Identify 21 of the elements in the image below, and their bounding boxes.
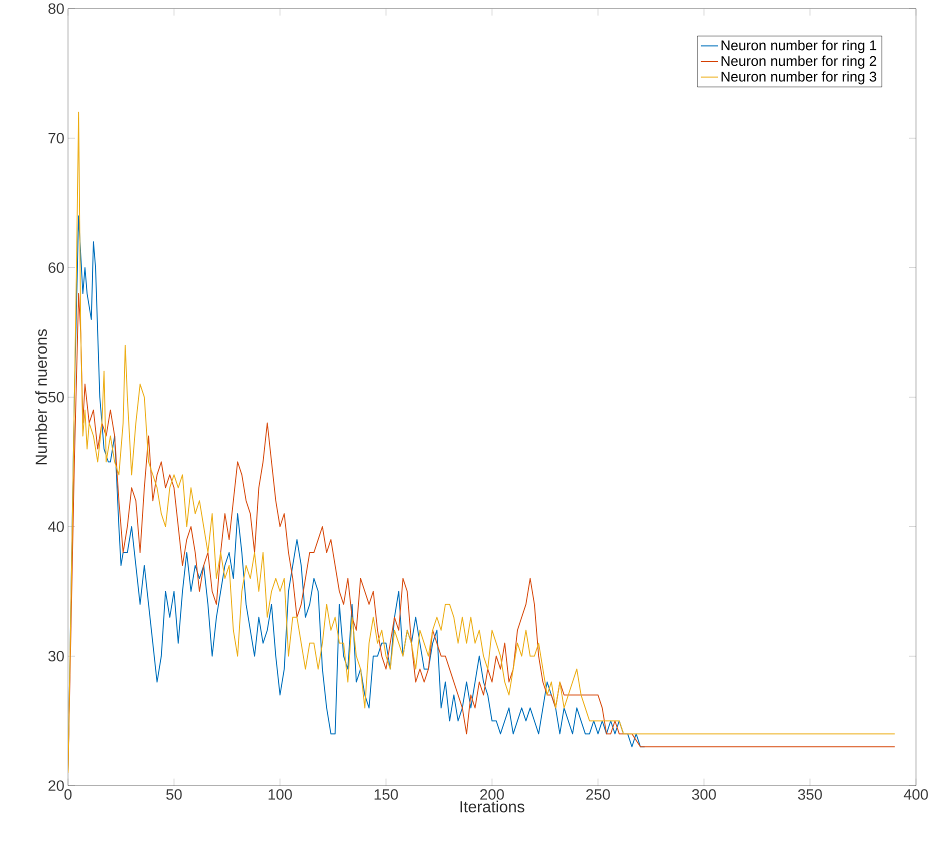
x-tick-label: 50 [166, 789, 182, 800]
y-tick-label: 40 [48, 522, 64, 532]
y-axis-title: Number of nuerons [35, 329, 47, 464]
y-tick-label: 30 [48, 651, 64, 662]
y-tick-label: 60 [48, 262, 64, 274]
x-tick-label: 100 [268, 789, 292, 800]
x-tick-label: 300 [692, 789, 716, 800]
legend-label: Neuron number for ring 2 [722, 56, 876, 69]
x-tick-label: 150 [374, 789, 398, 800]
y-tick-label: 70 [48, 133, 64, 144]
legend-label: Neuron number for ring 1 [722, 40, 876, 54]
x-tick-label: 400 [904, 789, 928, 800]
y-tick-label: 50 [48, 392, 64, 403]
x-tick-label: 350 [798, 789, 822, 800]
x-tick-label: 250 [586, 789, 610, 800]
x-axis-title: Iterations [460, 800, 524, 813]
x-tick-label: 0 [64, 789, 72, 800]
y-tick-label: 20 [48, 780, 64, 792]
legend-label: Neuron number for ring 3 [722, 72, 876, 85]
y-tick-label: 80 [48, 4, 64, 14]
x-tick-label: 200 [480, 789, 504, 800]
